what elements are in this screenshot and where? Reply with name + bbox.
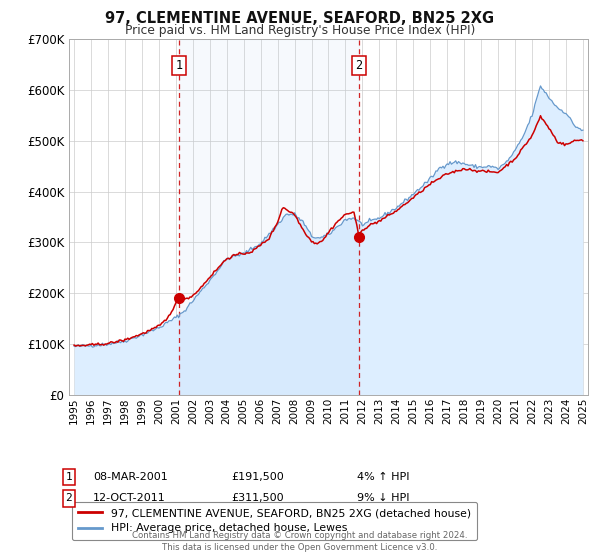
Text: 4% ↑ HPI: 4% ↑ HPI — [357, 472, 409, 482]
Text: 1: 1 — [176, 59, 182, 72]
Text: 2: 2 — [65, 493, 73, 503]
Text: Contains HM Land Registry data © Crown copyright and database right 2024.: Contains HM Land Registry data © Crown c… — [132, 531, 468, 540]
Text: 08-MAR-2001: 08-MAR-2001 — [93, 472, 168, 482]
Text: £191,500: £191,500 — [231, 472, 284, 482]
Text: 12-OCT-2011: 12-OCT-2011 — [93, 493, 166, 503]
Text: This data is licensed under the Open Government Licence v3.0.: This data is licensed under the Open Gov… — [163, 543, 437, 552]
Text: £311,500: £311,500 — [231, 493, 284, 503]
Text: Price paid vs. HM Land Registry's House Price Index (HPI): Price paid vs. HM Land Registry's House … — [125, 24, 475, 36]
Text: 97, CLEMENTINE AVENUE, SEAFORD, BN25 2XG: 97, CLEMENTINE AVENUE, SEAFORD, BN25 2XG — [106, 11, 494, 26]
Text: 2: 2 — [355, 59, 362, 72]
Legend: 97, CLEMENTINE AVENUE, SEAFORD, BN25 2XG (detached house), HPI: Average price, d: 97, CLEMENTINE AVENUE, SEAFORD, BN25 2XG… — [72, 502, 478, 540]
Bar — [179, 39, 359, 395]
Text: 9% ↓ HPI: 9% ↓ HPI — [357, 493, 409, 503]
Text: 1: 1 — [65, 472, 73, 482]
